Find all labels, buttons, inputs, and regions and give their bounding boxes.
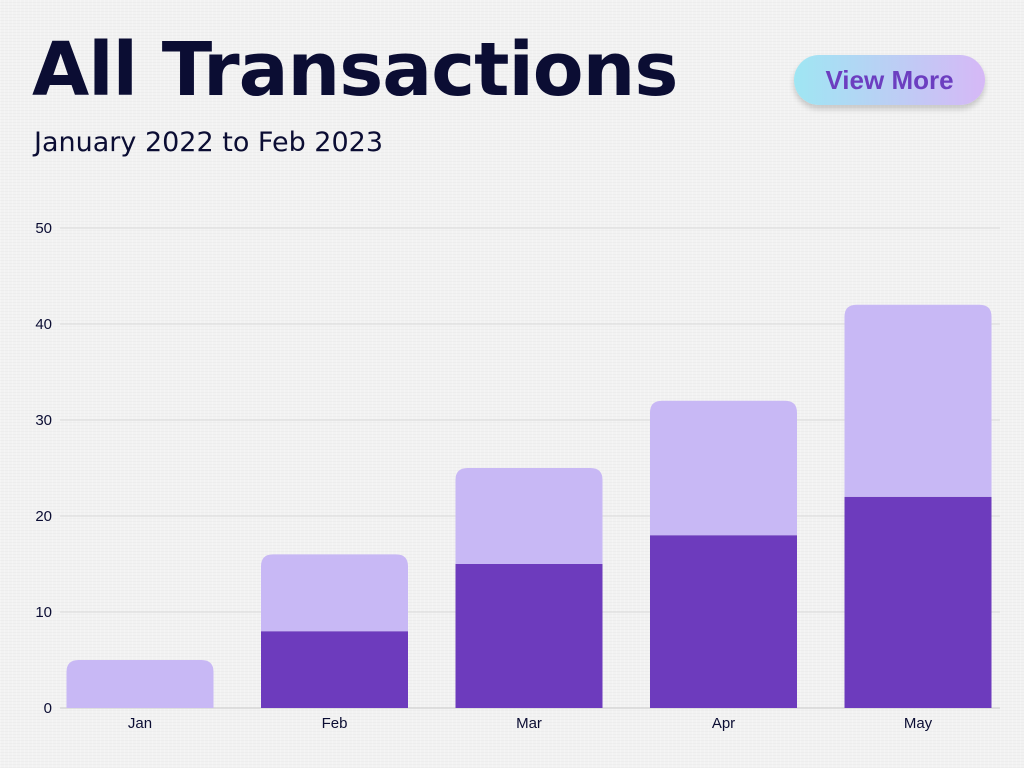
bar-segment [261, 554, 408, 632]
bar-segment [650, 400, 797, 536]
y-tick-label: 0 [44, 700, 52, 717]
bar-segment [650, 535, 797, 708]
y-tick-label: 10 [35, 604, 52, 621]
bar-segment [844, 496, 992, 708]
x-tick-label: Mar [516, 715, 542, 732]
chart-subtitle: January 2022 to Feb 2023 [34, 127, 384, 158]
x-tick-label: Apr [712, 715, 735, 732]
x-tick-label: Jan [128, 715, 152, 732]
bar-segment [844, 304, 992, 497]
bar-segment [66, 660, 214, 708]
x-tick-label: Feb [322, 715, 348, 732]
y-tick-label: 50 [35, 220, 52, 237]
x-tick-label: May [904, 715, 933, 732]
y-tick-label: 40 [35, 316, 52, 333]
bar-segment [261, 631, 408, 708]
bar-segment [455, 564, 603, 708]
y-tick-label: 20 [35, 508, 52, 525]
bar-segment [455, 468, 603, 564]
view-more-button[interactable]: View More [794, 55, 985, 105]
chart-title: All Transactions [32, 27, 678, 113]
y-tick-label: 30 [35, 412, 52, 429]
